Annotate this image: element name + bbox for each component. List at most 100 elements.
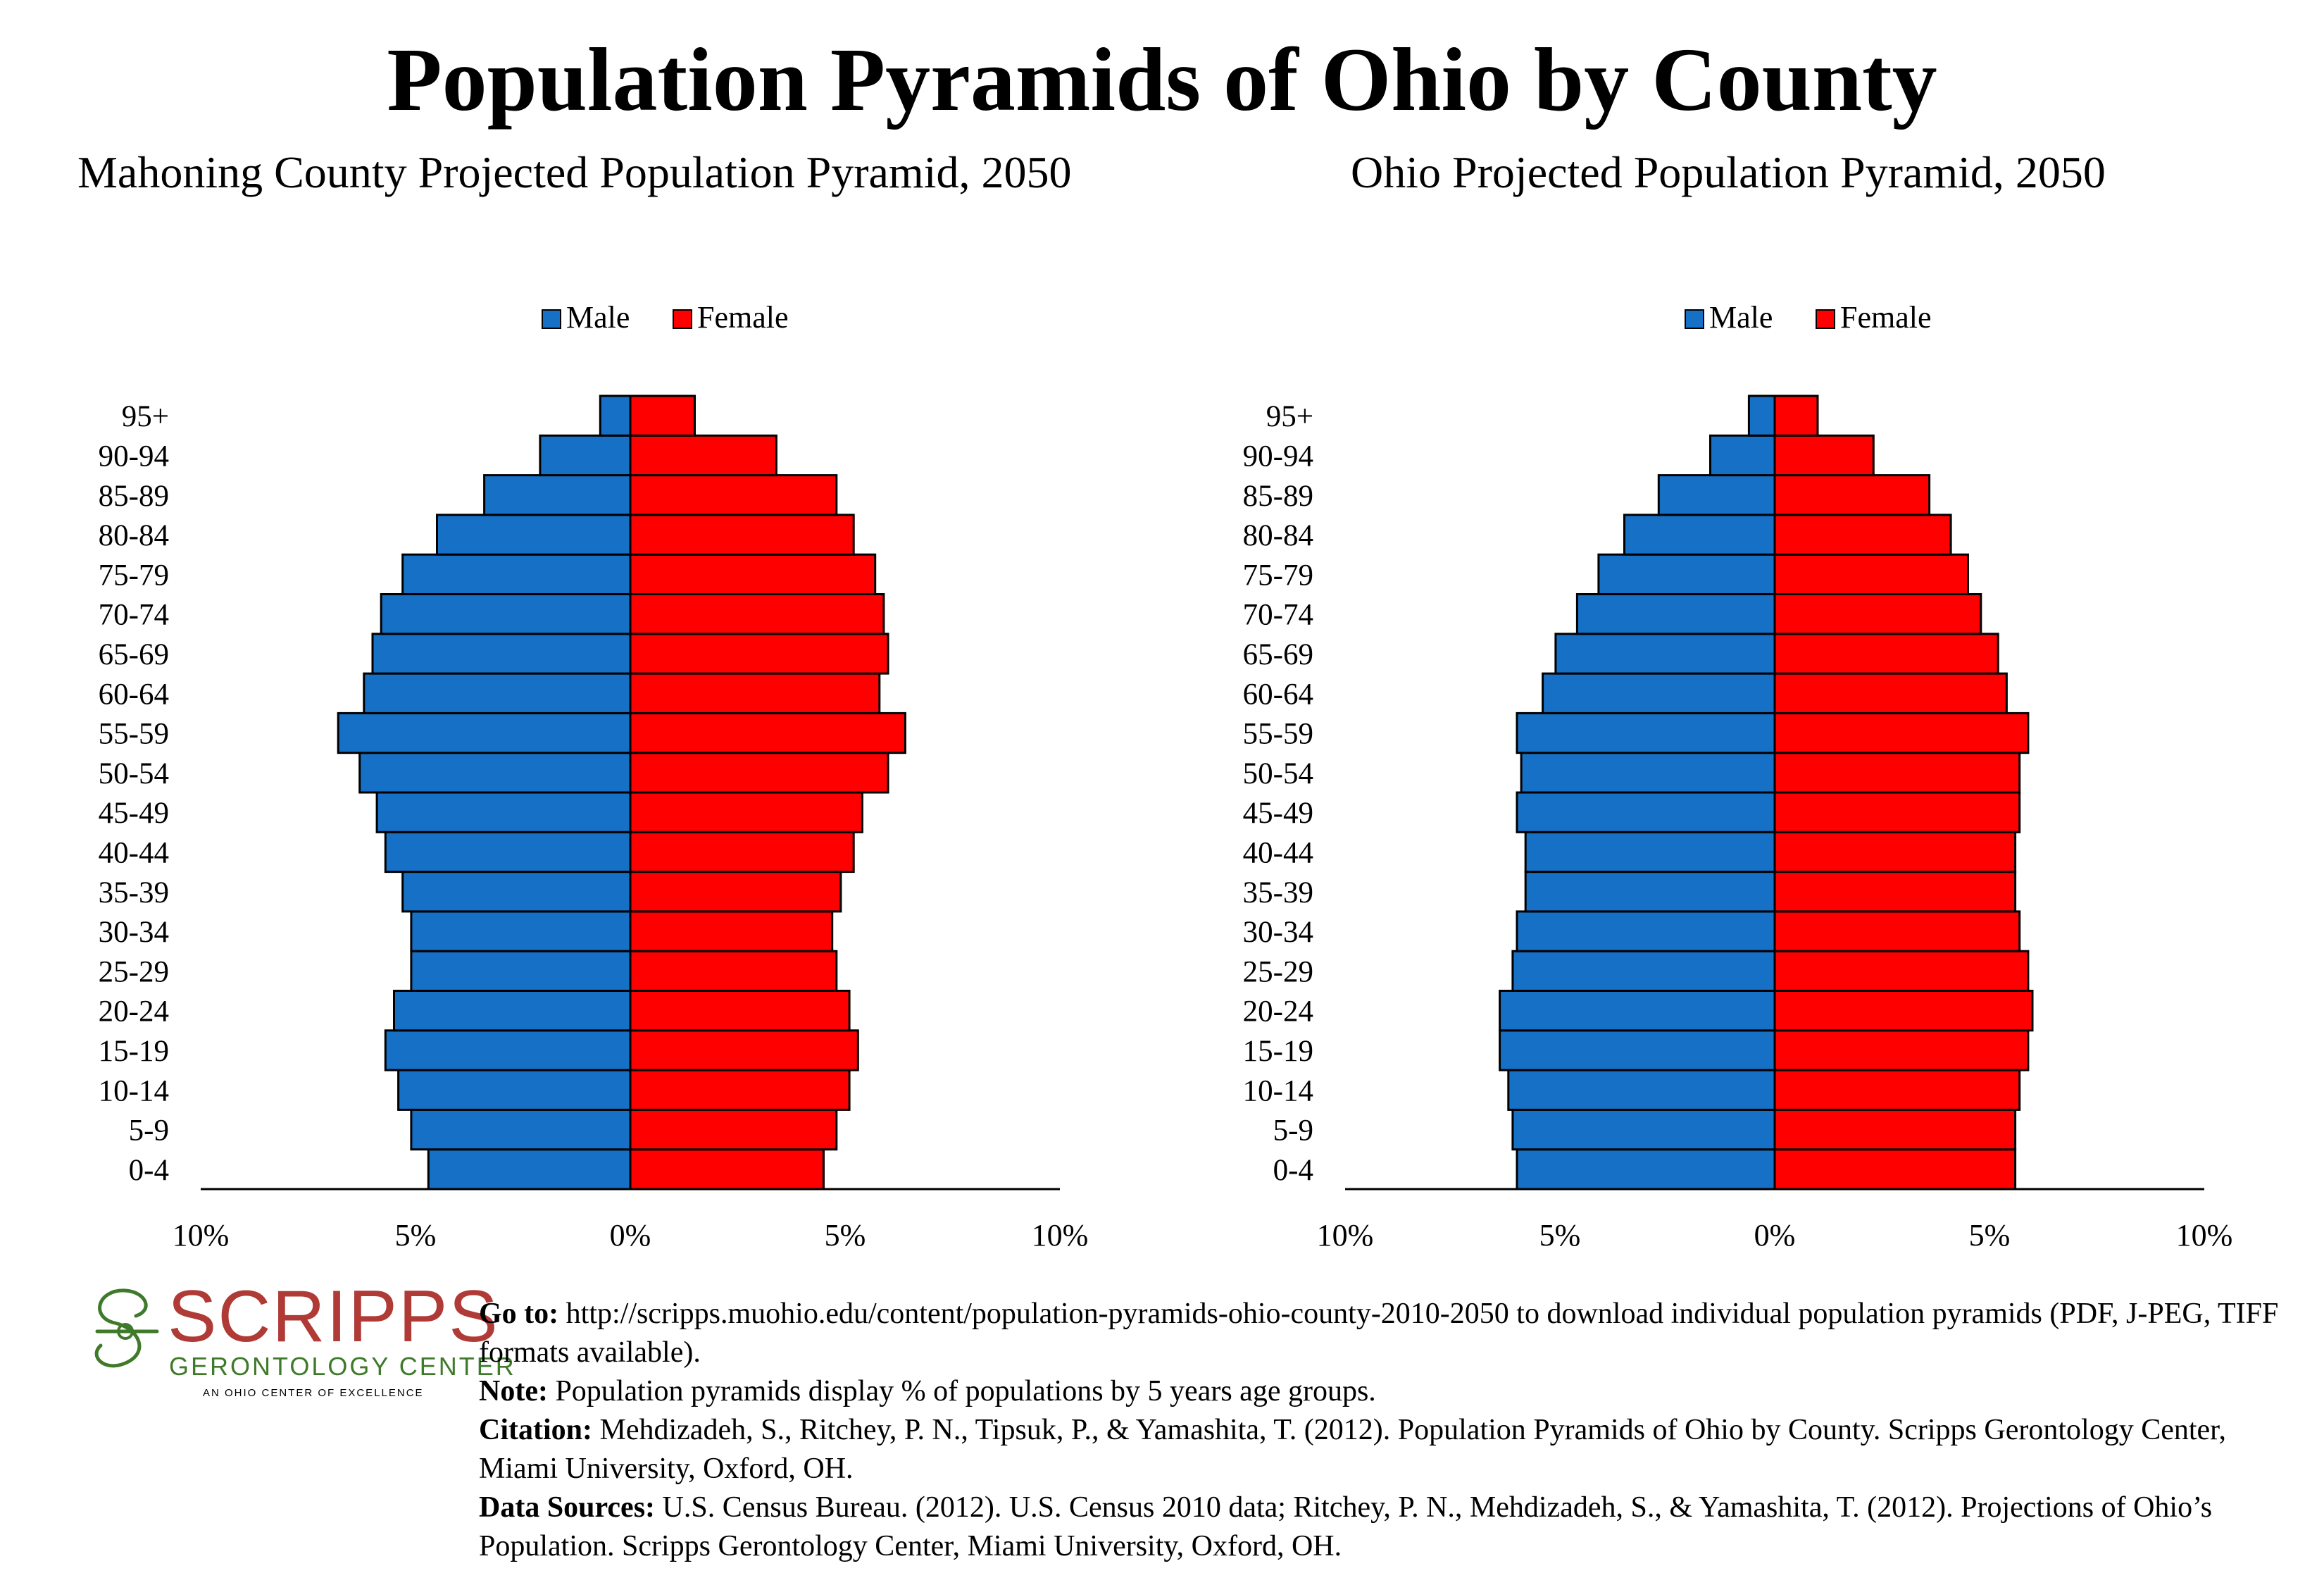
- ohio-bar-male-40-44: [1524, 831, 1776, 874]
- note-line: Note: Population pyramids display % of p…: [479, 1372, 2310, 1411]
- mahoning-bar-male-85-89: [483, 474, 632, 516]
- ohio-age-label-30-34: 30-34: [1243, 916, 1313, 949]
- ohio-bar-male-0-4: [1516, 1148, 1776, 1191]
- ohio-bar-male-75-79: [1597, 553, 1776, 596]
- mahoning-age-label-10-14: 10-14: [99, 1074, 169, 1107]
- ohio-age-label-90-94: 90-94: [1243, 440, 1313, 473]
- ohio-bar-male-80-84: [1623, 514, 1776, 556]
- mahoning-bar-female-45-49: [629, 791, 863, 833]
- ohio-bar-male-15-19: [1499, 1029, 1776, 1071]
- mahoning-age-label-45-49: 45-49: [99, 797, 169, 830]
- mahoning-bar-male-15-19: [384, 1029, 632, 1071]
- mahoning-bar-male-35-39: [401, 871, 632, 913]
- mahoning-age-label-35-39: 35-39: [99, 876, 169, 909]
- logo-subtitle: GERONTOLOGY CENTER: [169, 1352, 516, 1381]
- ohio-bar-female-30-34: [1773, 910, 2021, 952]
- mahoning-bar-male-45-49: [375, 791, 632, 833]
- mahoning-age-label-90-94: 90-94: [99, 440, 169, 473]
- ohio-age-label-80-84: 80-84: [1243, 519, 1313, 552]
- ohio-bar-male-10-14: [1507, 1069, 1776, 1111]
- mahoning-bar-male-20-24: [393, 990, 632, 1032]
- mahoning-bar-male-5-9: [410, 1108, 632, 1151]
- mahoning-bar-male-55-59: [337, 711, 632, 754]
- ohio-age-label-70-74: 70-74: [1243, 599, 1313, 632]
- ohio-bar-male-30-34: [1516, 910, 1776, 952]
- mahoning-age-label-20-24: 20-24: [99, 995, 169, 1028]
- sources-label: Data Sources:: [479, 1491, 656, 1524]
- mahoning-bar-female-85-89: [629, 474, 838, 516]
- mahoning-bar-female-90-94: [629, 434, 777, 477]
- ohio-age-label-95+: 95+: [1266, 400, 1313, 433]
- mahoning-age-label-60-64: 60-64: [99, 678, 169, 711]
- ohio-bar-female-40-44: [1773, 831, 2017, 874]
- mahoning-chart-title: Mahoning County Projected Population Pyr…: [77, 147, 1072, 197]
- ohio-bar-female-85-89: [1773, 474, 1931, 516]
- mahoning-bar-female-75-79: [629, 553, 877, 596]
- mahoning-legend-male-swatch: [542, 309, 561, 329]
- mahoning-age-label-85-89: 85-89: [99, 480, 169, 513]
- mahoning-bar-female-20-24: [629, 990, 851, 1032]
- mahoning-x-tick-0: 10%: [173, 1218, 230, 1253]
- sources-text: U.S. Census Bureau. (2012). U.S. Census …: [479, 1491, 2213, 1562]
- mahoning-bar-female-25-29: [629, 950, 838, 992]
- ohio-bar-female-75-79: [1773, 553, 1969, 596]
- ohio-age-label-25-29: 25-29: [1243, 955, 1313, 988]
- ohio-x-tick-0: 10%: [1317, 1218, 1374, 1253]
- citation-line: Citation: Mehdizadeh, S., Ritchey, P. N.…: [479, 1411, 2310, 1488]
- mahoning-bar-female-50-54: [629, 752, 889, 794]
- mahoning-bar-female-55-59: [629, 711, 906, 754]
- logo-name: SCRIPPS: [168, 1276, 499, 1357]
- note-text: Population pyramids display % of populat…: [555, 1375, 1376, 1407]
- mahoning-age-label-0-4: 0-4: [129, 1154, 169, 1187]
- ohio-bar-male-60-64: [1542, 672, 1776, 714]
- mahoning-age-label-75-79: 75-79: [99, 559, 169, 592]
- mahoning-x-tick-2: 0%: [610, 1218, 651, 1253]
- goto-text: http://scripps.muohio.edu/content/popula…: [479, 1298, 2279, 1369]
- mahoning-bar-female-65-69: [629, 633, 889, 675]
- ohio-bar-male-65-69: [1554, 633, 1776, 675]
- ohio-bar-male-5-9: [1511, 1108, 1776, 1151]
- mahoning-legend-female-label: Female: [697, 300, 789, 335]
- mahoning-bar-male-25-29: [410, 950, 632, 992]
- mahoning-bar-male-95+: [599, 394, 632, 437]
- main-title: Population Pyramids of Ohio by County: [387, 30, 1937, 130]
- scripps-swirl-icon: [94, 1288, 159, 1368]
- ohio-age-label-35-39: 35-39: [1243, 876, 1313, 909]
- sources-line: Data Sources: U.S. Census Bureau. (2012)…: [479, 1488, 2310, 1566]
- mahoning-bar-female-70-74: [629, 593, 885, 635]
- ohio-bar-male-90-94: [1709, 434, 1776, 477]
- ohio-bar-female-10-14: [1773, 1069, 2021, 1111]
- mahoning-age-label-80-84: 80-84: [99, 519, 169, 552]
- ohio-bar-female-70-74: [1773, 593, 1982, 635]
- mahoning-bar-male-40-44: [384, 831, 632, 874]
- ohio-bar-male-35-39: [1524, 871, 1776, 913]
- mahoning-bar-female-40-44: [629, 831, 855, 874]
- ohio-age-label-55-59: 55-59: [1243, 718, 1313, 751]
- mahoning-bar-male-30-34: [410, 910, 632, 952]
- mahoning-bar-male-60-64: [363, 672, 632, 714]
- ohio-age-label-20-24: 20-24: [1243, 995, 1313, 1028]
- mahoning-legend-female-swatch: [673, 309, 692, 329]
- ohio-bar-female-90-94: [1773, 434, 1875, 477]
- ohio-age-label-0-4: 0-4: [1273, 1154, 1313, 1187]
- goto-line: Go to: http://scripps.muohio.edu/content…: [479, 1295, 2310, 1372]
- ohio-bar-male-95+: [1747, 394, 1776, 437]
- ohio-bar-male-70-74: [1575, 593, 1776, 635]
- ohio-bar-female-25-29: [1773, 950, 2030, 992]
- mahoning-age-label-95+: 95+: [122, 400, 169, 433]
- mahoning-age-label-5-9: 5-9: [129, 1114, 169, 1148]
- mahoning-bar-female-30-34: [629, 910, 834, 952]
- ohio-bar-female-35-39: [1773, 871, 2017, 913]
- ohio-bar-female-0-4: [1773, 1148, 2017, 1191]
- note-label: Note:: [479, 1375, 548, 1407]
- ohio-age-label-15-19: 15-19: [1243, 1035, 1313, 1068]
- ohio-bar-female-45-49: [1773, 791, 2021, 833]
- ohio-age-label-85-89: 85-89: [1243, 480, 1313, 513]
- mahoning-age-label-30-34: 30-34: [99, 916, 169, 949]
- mahoning-x-tick-1: 5%: [395, 1218, 437, 1253]
- scripps-logo: SCRIPPS GERONTOLOGY CENTER AN OHIO CENTE…: [83, 1278, 514, 1409]
- mahoning-bar-male-80-84: [436, 514, 632, 556]
- ohio-age-label-65-69: 65-69: [1243, 638, 1313, 671]
- ohio-age-label-5-9: 5-9: [1273, 1114, 1313, 1148]
- ohio-legend-male-label: Male: [1709, 300, 1773, 335]
